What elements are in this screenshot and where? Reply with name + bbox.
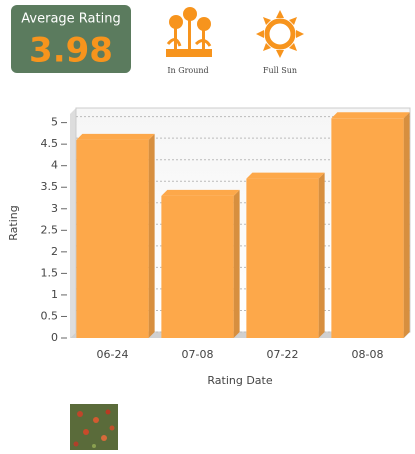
icon-label: In Ground — [167, 66, 208, 75]
bar-side — [404, 112, 410, 338]
rating-label: Average Rating — [21, 12, 120, 27]
y-tick-label: 3 — [51, 202, 58, 215]
y-tick-label: 5 — [51, 116, 58, 129]
bar-side — [149, 134, 155, 338]
bar — [246, 179, 318, 338]
y-tick-label: 1 — [51, 288, 58, 301]
bar-top — [76, 134, 154, 140]
bar — [161, 196, 233, 338]
x-axis-title: Rating Date — [207, 374, 272, 387]
y-axis-title: Rating — [7, 205, 20, 240]
bar-top — [161, 190, 239, 196]
y-tick-label: 1.5 — [41, 266, 59, 279]
full-sun-icon — [256, 10, 304, 58]
side-wall — [70, 108, 76, 338]
y-tick-label: 0.5 — [41, 309, 59, 322]
chart: Rating Rating Date 0 0.5 1 1.5 2 2.5 3 3.5 4 4.5 5… — [7, 108, 410, 387]
y-tick-label: 3.5 — [41, 180, 59, 193]
in-ground-icon — [166, 7, 212, 57]
bar-side — [319, 173, 325, 338]
y-tick-label: 2 — [51, 245, 58, 258]
x-tick-label: 06-24 — [97, 348, 129, 361]
bar-top — [246, 173, 324, 179]
x-tick-label: 07-08 — [182, 348, 214, 361]
x-tick-label: 08-08 — [352, 348, 384, 361]
y-tick-label: 2.5 — [41, 223, 59, 236]
bar-side — [234, 190, 240, 338]
x-tick-label: 07-22 — [267, 348, 299, 361]
thumbnail — [70, 404, 118, 450]
y-tick-label: 0 — [51, 331, 58, 344]
y-tick-label: 4 — [51, 159, 58, 172]
y-tick-label: 4.5 — [41, 137, 59, 150]
screen: Average Rating 3.98 In Ground Full Sun R… — [0, 0, 415, 450]
bar — [76, 140, 148, 338]
page: {"rating": {"label": "Average Rating", "… — [0, 0, 415, 450]
bar — [331, 118, 403, 338]
rating-value: 3.98 — [29, 31, 113, 71]
bar-top — [331, 112, 409, 118]
icon-label: Full Sun — [263, 66, 297, 75]
